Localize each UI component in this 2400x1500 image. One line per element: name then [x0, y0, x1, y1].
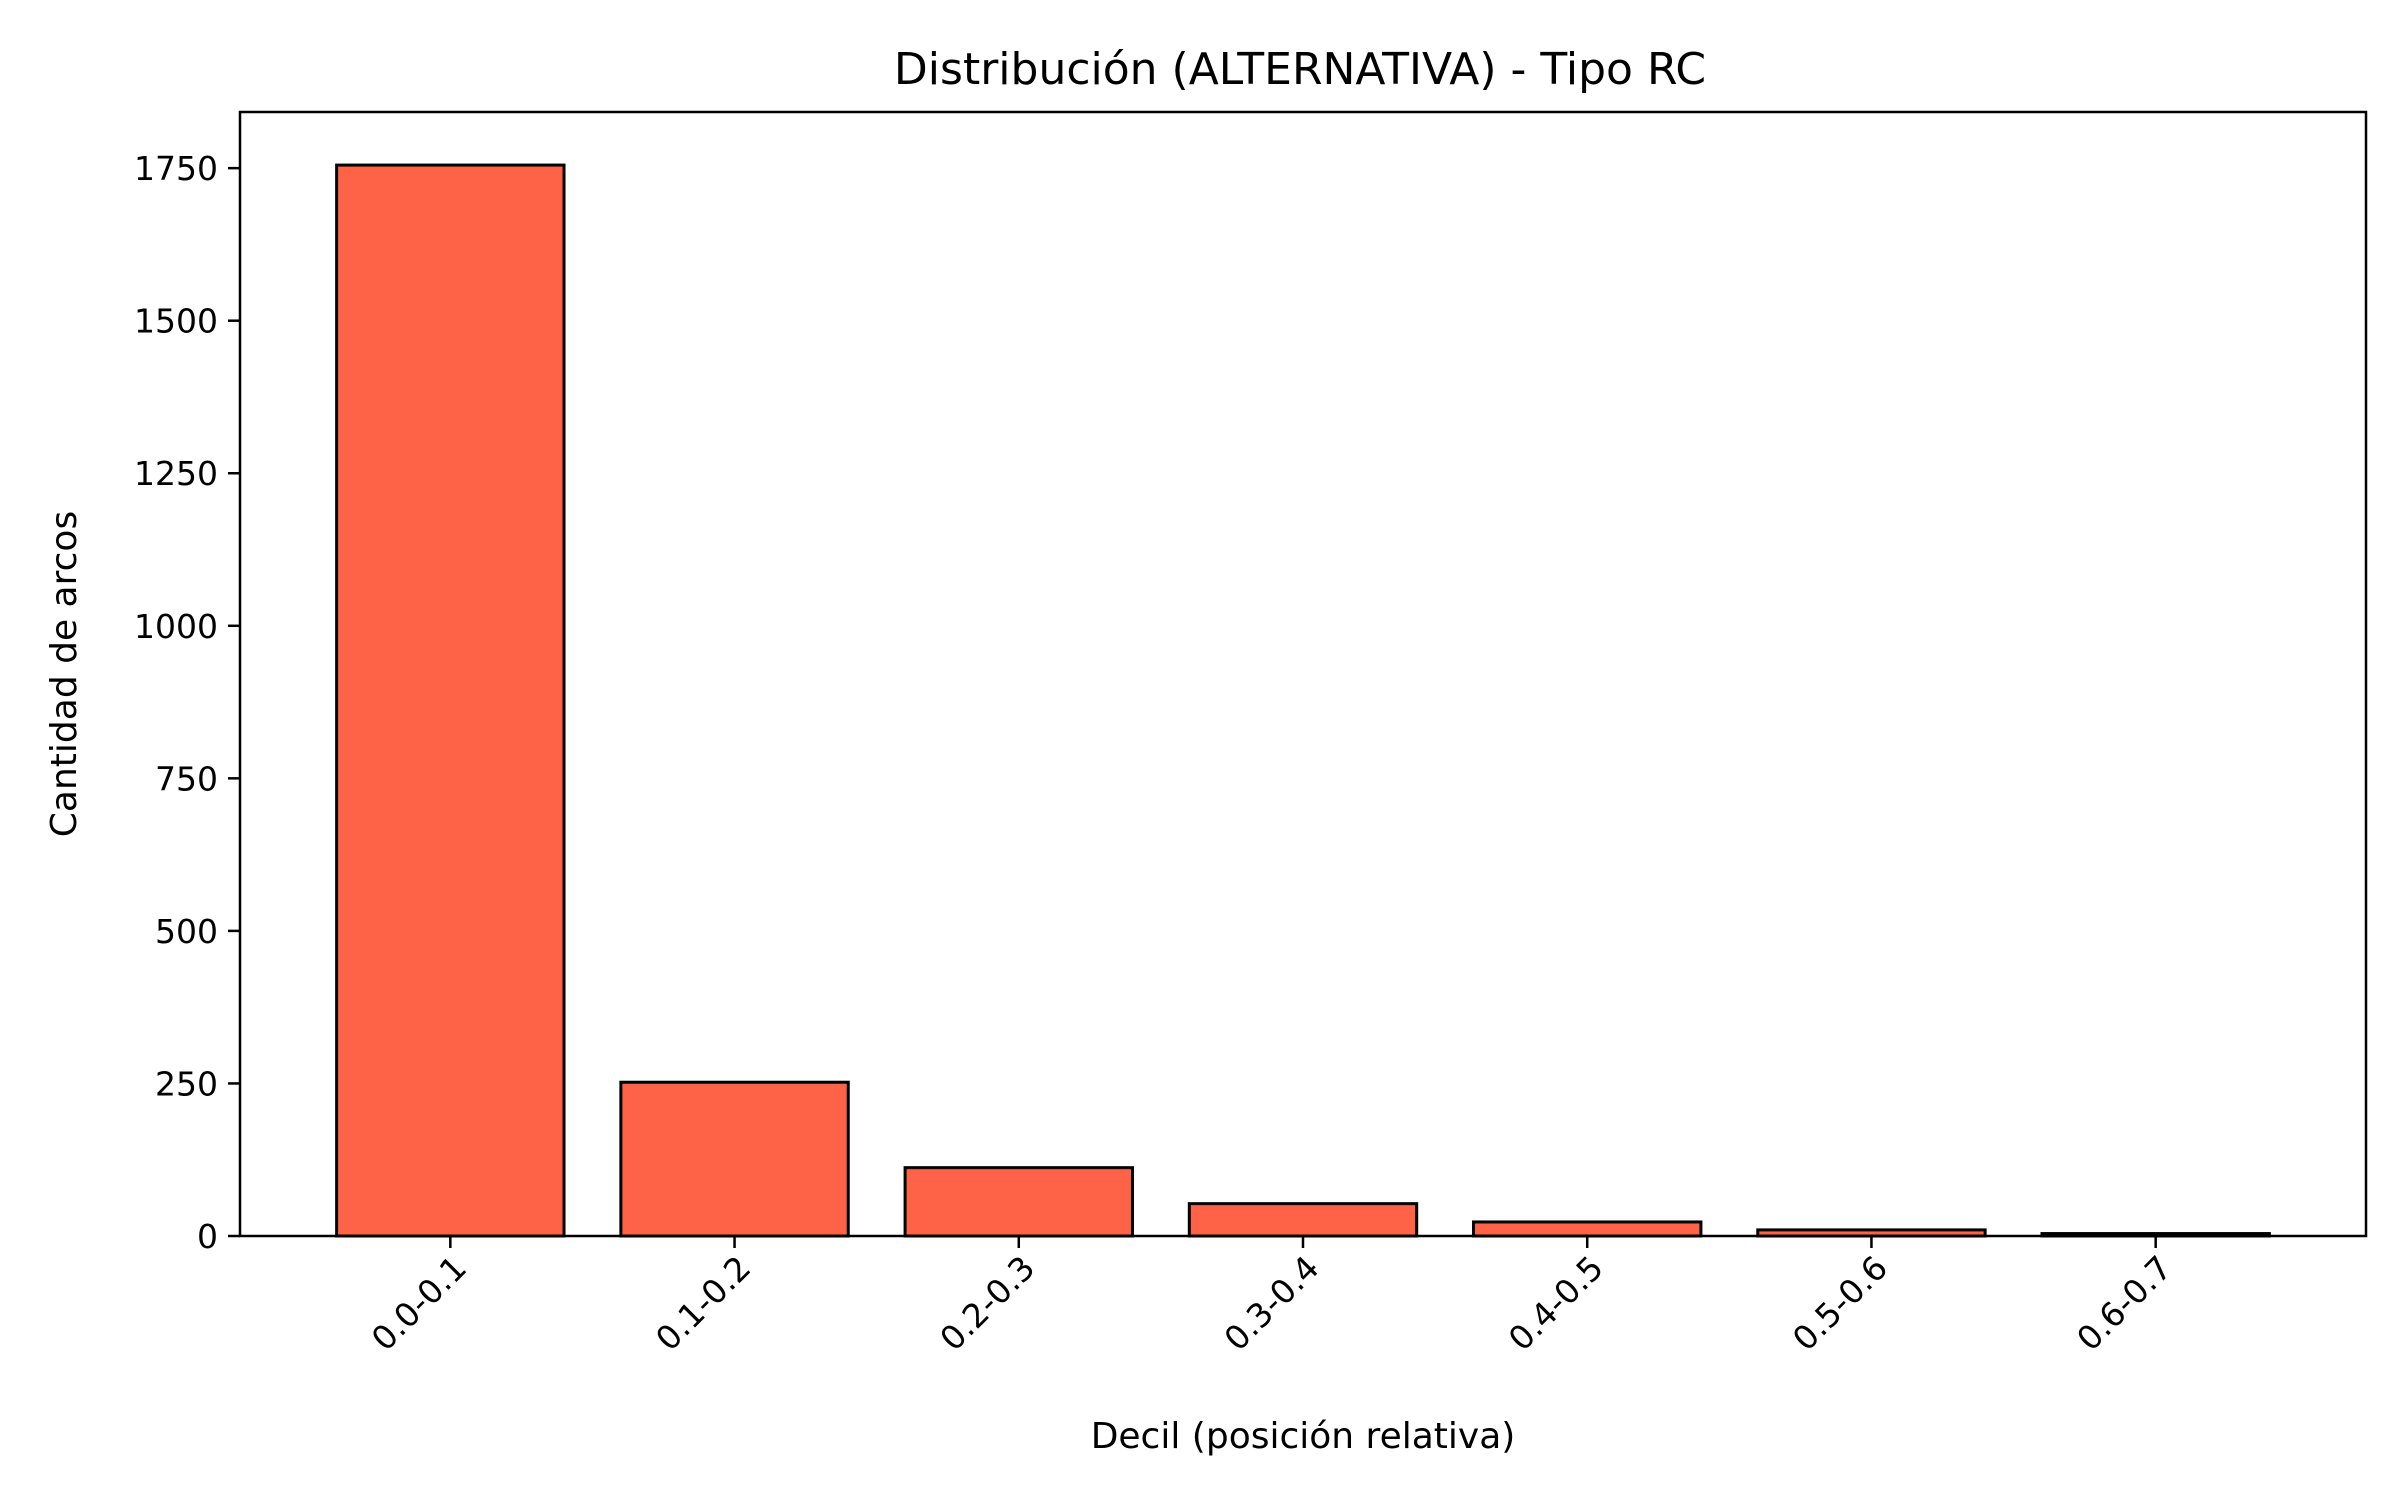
- x-tick-label: 0.0-0.1: [364, 1248, 474, 1358]
- y-tick-label: 1000: [134, 607, 218, 646]
- bar-0.4-0.5: [1472, 1220, 1703, 1238]
- y-axis-label: Cantidad de arcos: [44, 511, 85, 837]
- bar-0.3-0.4: [1187, 1202, 1419, 1238]
- x-tick-label: 0.2-0.3: [932, 1248, 1042, 1358]
- bar-0.2-0.3: [903, 1166, 1134, 1238]
- y-tick-label: 1500: [134, 302, 218, 341]
- y-tick-label: 1750: [134, 149, 218, 188]
- x-tick-label: 0.1-0.2: [648, 1248, 758, 1358]
- x-tick-label: 0.4-0.5: [1501, 1248, 1611, 1358]
- y-tick-label: 750: [155, 759, 218, 798]
- x-axis: 0.0-0.1 0.1-0.2 0.2-0.3 0.3-0.4 0.4-0.5 0.5-0…: [364, 1236, 2179, 1358]
- y-axis: 0 250 500 750 1000 1250 1500 1750: [134, 149, 240, 1256]
- x-tick-label: 0.5-0.6: [1785, 1248, 1895, 1358]
- x-tick-label: 0.6-0.7: [2069, 1248, 2179, 1358]
- y-tick-label: 0: [197, 1217, 218, 1256]
- y-tick-label: 250: [155, 1064, 218, 1103]
- bar-0.0-0.1: [335, 163, 566, 1238]
- x-axis-label: Decil (posición relativa): [1091, 1416, 1516, 1457]
- chart-title: Distribución (ALTERNATIVA) - Tipo RC: [894, 44, 1706, 95]
- y-tick-label: 1250: [134, 454, 218, 493]
- bar-0.1-0.2: [619, 1080, 850, 1238]
- x-tick-label: 0.3-0.4: [1216, 1248, 1326, 1358]
- plot-frame: [238, 110, 2368, 1238]
- bars-group: [335, 163, 2271, 1238]
- y-tick-label: 500: [155, 912, 218, 951]
